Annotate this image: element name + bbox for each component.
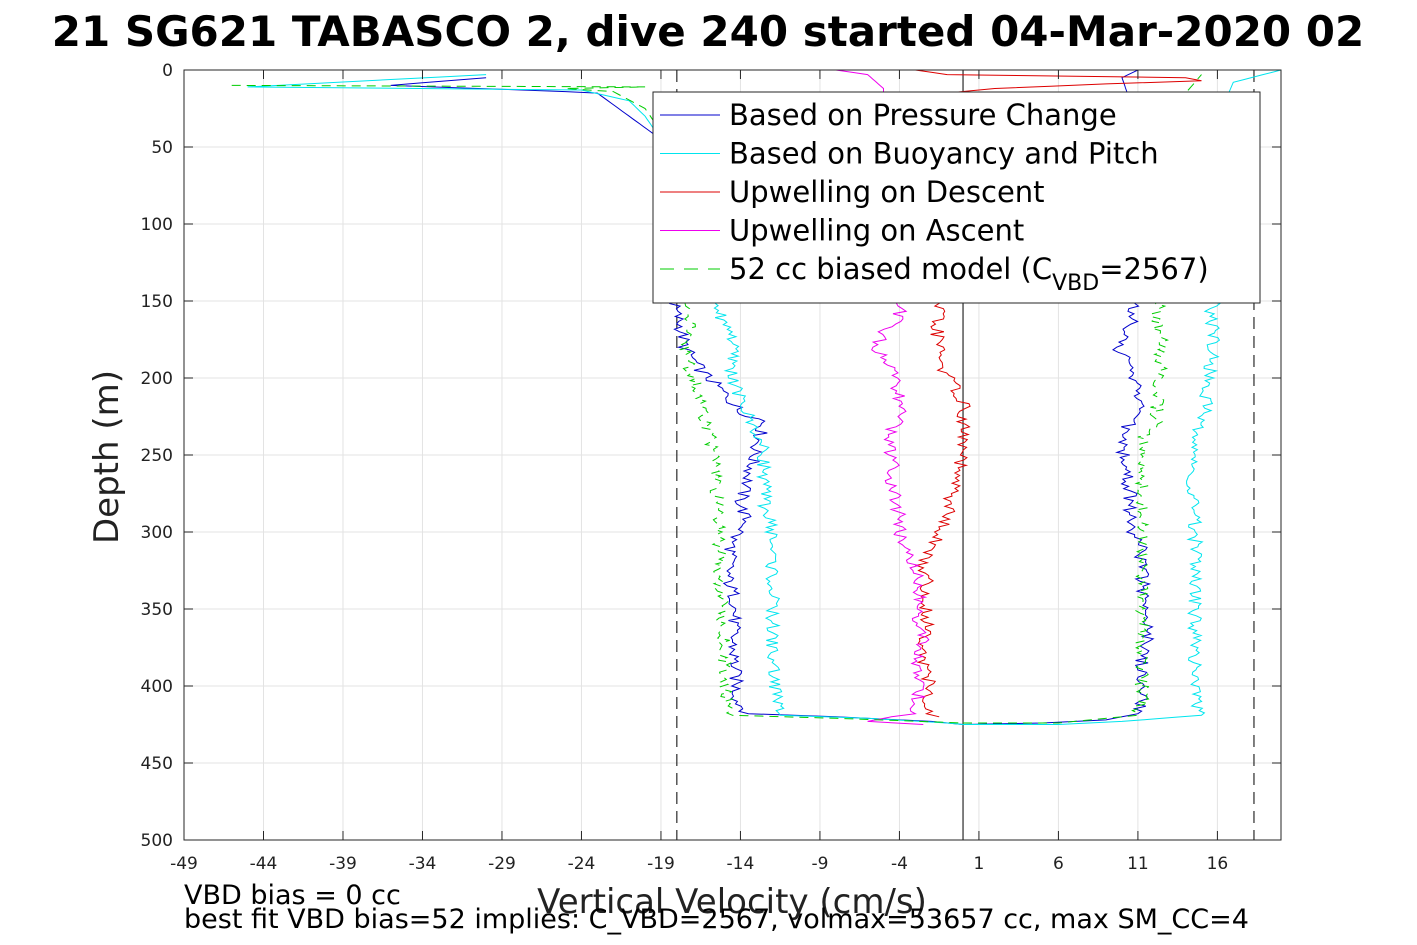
x-tick-label: 16 [1207,854,1229,874]
x-tick-label: -39 [329,854,357,874]
x-axis-label: Vertical Velocity (cm/s) [537,882,927,922]
y-axis-ticks: 0 50 100 150 200 250 300 350 400 450 500 [141,61,1281,851]
y-tick-label: 200 [141,369,173,389]
legend-box [652,91,1261,304]
x-tick-label: -34 [409,854,437,874]
legend-label: 52 cc biased model (CVBD=2567) [729,252,1209,296]
legend: Based on Pressure Change Based on Buoyanc… [652,91,1261,304]
x-tick-label: -49 [170,854,198,874]
x-tick-label: 11 [1127,854,1149,874]
y-tick-label: 300 [141,523,173,543]
y-tick-label: 100 [141,215,173,235]
x-tick-label: -19 [647,854,675,874]
legend-label-subscript: VBD [1052,271,1099,296]
legend-label-end: =2567) [1099,252,1208,286]
legend-label: Upwelling on Descent [729,175,1045,209]
footer-vbd-bias: VBD bias = 0 cc [184,880,401,911]
y-tick-label: 450 [141,754,173,774]
legend-label: Based on Pressure Change [729,98,1117,132]
x-tick-label: -14 [727,854,755,874]
y-tick-label: 500 [141,831,173,851]
y-tick-label: 50 [151,138,173,158]
x-tick-label: -29 [488,854,516,874]
x-tick-label: 1 [974,854,985,874]
y-tick-label: 0 [162,61,173,81]
y-tick-label: 400 [141,677,173,697]
x-tick-label: -4 [891,854,908,874]
y-tick-label: 250 [141,446,173,466]
legend-label: Based on Buoyancy and Pitch [729,137,1159,171]
y-tick-label: 150 [141,292,173,312]
legend-label-main: 52 cc biased model (C [729,252,1052,286]
y-axis-label: Depth (m) [87,370,127,544]
x-tick-label: -9 [811,854,828,874]
y-tick-label: 350 [141,600,173,620]
x-tick-label: -44 [250,854,278,874]
x-tick-label: 6 [1053,854,1064,874]
legend-label: Upwelling on Ascent [729,214,1024,248]
chart-title: 21 SG621 TABASCO 2, dive 240 started 04-… [52,7,1364,56]
footer-best-fit: best fit VBD bias=52 implies: C_VBD=2567… [184,904,1249,935]
x-tick-label: -24 [568,854,596,874]
x-axis-ticks: -49 -44 -39 -34 -29 -24 -19 -14 -9 -4 1 6 11 16 [170,70,1228,874]
